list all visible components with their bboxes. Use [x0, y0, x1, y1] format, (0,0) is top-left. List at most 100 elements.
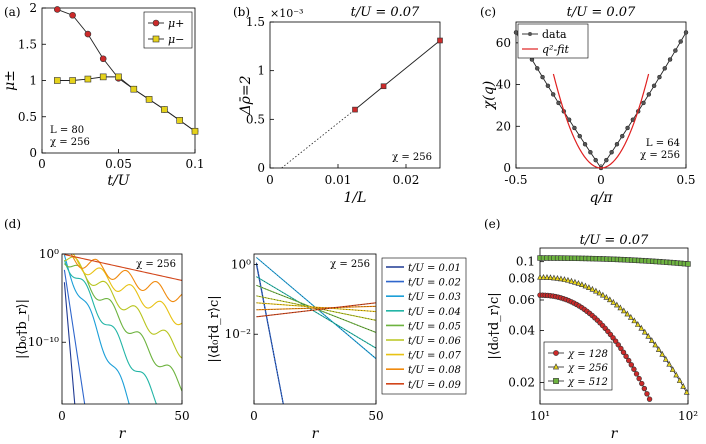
panel-e-xtick-label: 10¹ [530, 409, 550, 423]
panel-e-ytick-label: 0.02 [508, 375, 535, 389]
panel-a-ylabel: μ± [2, 70, 18, 91]
panel-c-point [588, 149, 593, 155]
panel-c-xtick-label: 0.5 [676, 173, 695, 187]
panel-a-label: (a) [4, 5, 21, 19]
panel-e-point [623, 353, 629, 360]
panel-c-label: (c) [480, 5, 496, 19]
panel-a-point [176, 117, 183, 124]
panel-c-point [683, 30, 689, 35]
panel-a-series-line [57, 76, 196, 132]
panel-d-left-series-line [64, 256, 182, 359]
panel-d-left-series-line [63, 254, 130, 404]
panel-e-legend-entry: χ = 512 [567, 377, 608, 388]
panel-d-left-xtick-label: 50 [174, 409, 189, 423]
panel-a-xtick-label: 0.1 [185, 157, 204, 171]
panel-e-point [652, 341, 659, 348]
panel-e-point [666, 360, 673, 367]
panel-e-xlabel: r [611, 426, 619, 442]
panel-d-right-axes [253, 253, 377, 405]
panel-e-point [620, 307, 627, 314]
panel-d-legend-entry: t/U = 0.04 [408, 307, 461, 318]
panel-c-point [513, 30, 519, 35]
panel-d-left-ylabel: |⟨b₀†b_r⟩| [15, 299, 30, 359]
panel-b-ytick-label: 1.5 [246, 15, 265, 29]
panel-e-point [613, 301, 620, 308]
panel-b-label: (b) [233, 5, 250, 19]
panel-c-point [667, 57, 673, 62]
panel-c-point [550, 92, 556, 97]
panel-c-point [572, 125, 577, 131]
panel-e-point [646, 396, 653, 402]
panel-e-point [624, 310, 631, 317]
panel-b-exponent: ×10⁻³ [270, 7, 303, 20]
panel-e-point [620, 349, 627, 356]
panel-a-ytick-label: 1 [29, 74, 37, 88]
panel-d-right-ytick-label: 10⁻² [225, 327, 252, 341]
panel-c-point [625, 125, 630, 131]
panel-d-left-ytick-label: 10⁻¹⁰ [28, 335, 59, 349]
panel-e-legend-entry: χ = 128 [567, 349, 608, 360]
panel-a-annotation: χ = 256 [50, 137, 90, 148]
panel-b-xtick-label: 0.02 [393, 173, 420, 187]
panel-d-right-curves [255, 257, 376, 404]
panel-c-point [540, 74, 545, 80]
panel-e-point [659, 350, 666, 357]
panel-e-point [606, 296, 613, 303]
panel-e-point [627, 313, 634, 320]
panel-d-left-series-line [63, 259, 157, 404]
panel-c-point [651, 83, 657, 89]
panel-a-xtick-label: 0.05 [105, 157, 132, 171]
panel-d-left-ytick-label: 10⁰ [39, 247, 59, 261]
panel-b-title: t/U = 0.07 [351, 5, 420, 20]
panel-c-point [577, 133, 582, 139]
panel-c-point [593, 157, 598, 163]
panel-e-ylabel: |⟨d₀†d_r⟩c| [487, 292, 502, 359]
panel-e-point [561, 276, 568, 282]
panel-e-point [680, 382, 687, 389]
panel-e-point [572, 278, 578, 285]
panel-d-right-annotation: χ = 256 [330, 259, 370, 270]
panel-e-point [603, 293, 610, 300]
panel-d-legend-entry: t/U = 0.07 [408, 351, 461, 362]
panel-c-ytick-label: 20 [496, 119, 511, 133]
panel-a-annotation: L = 80 [50, 125, 84, 136]
panel-c-xtick-label: -0.5 [504, 173, 527, 187]
panel-c-annotation: χ = 256 [640, 150, 680, 161]
panel-d-right-fit-line [256, 276, 376, 349]
panel-e-ytick-label: 0.04 [508, 323, 535, 337]
panel-b-point [380, 83, 387, 90]
panel-e-point [582, 282, 589, 289]
panel-b-ytick-label: 1 [257, 64, 265, 78]
panel-a-point [53, 77, 61, 84]
panel-e-legend: χ = 128 χ = 256 χ = 512 [543, 341, 613, 391]
panel-d-legend-entry: t/U = 0.02 [408, 278, 461, 289]
panel-e-point [575, 279, 582, 286]
panel-a-ytick-label: 1.5 [18, 37, 37, 51]
panel-c-point [678, 39, 683, 44]
panel-e-axes [539, 247, 689, 405]
panel-e-point [644, 391, 650, 397]
panel-d-right-xtick-label: 50 [368, 409, 383, 423]
panel-e-point [631, 366, 637, 372]
panel-c-ylabel: χ(q) [481, 81, 497, 110]
panel-a-xtick-label: 0 [38, 157, 46, 171]
panel-d-legend-entry: t/U = 0.03 [408, 292, 461, 303]
panel-a-legend-entry: μ− [168, 33, 184, 46]
panel-e-point [618, 345, 624, 352]
panel-c-legend-entry: data [542, 28, 567, 41]
panel-e-point [586, 284, 592, 290]
panel-c-point [641, 100, 646, 106]
panel-d-legend-entry: t/U = 0.05 [408, 321, 461, 332]
panel-c-point [556, 100, 561, 106]
panel-a-ytick-label: 0.5 [18, 110, 37, 124]
panel-a-point [69, 77, 76, 84]
panel-e-point [662, 355, 669, 362]
panel-e-point [655, 346, 662, 352]
panel-c-legend-marker [528, 32, 532, 36]
panel-d-left-series-line [63, 269, 86, 404]
panel-e-point [615, 342, 621, 348]
panel-b-ytick-label: 0.5 [246, 112, 265, 126]
panel-e-label: (e) [484, 217, 500, 231]
panel-a-point [191, 127, 199, 135]
